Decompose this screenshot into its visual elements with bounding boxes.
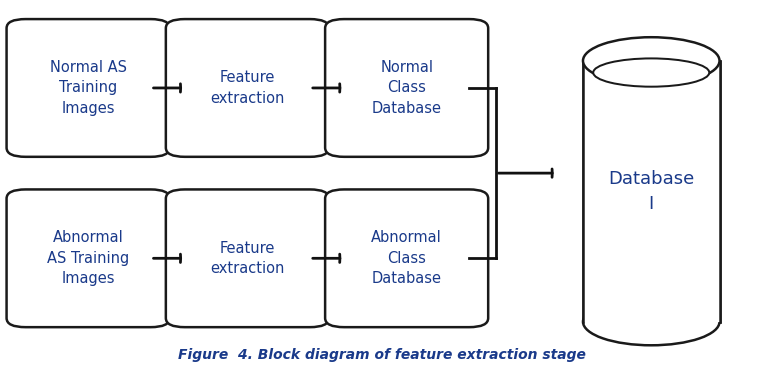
Text: Normal AS
Training
Images: Normal AS Training Images (50, 60, 127, 116)
Text: Database
I: Database I (608, 170, 694, 213)
Text: Normal
Class
Database: Normal Class Database (371, 60, 442, 116)
Bar (583, 61, 720, 322)
Ellipse shape (583, 298, 720, 345)
FancyBboxPatch shape (325, 190, 488, 327)
FancyBboxPatch shape (7, 190, 170, 327)
Text: Feature
extraction: Feature extraction (210, 70, 284, 106)
FancyBboxPatch shape (166, 19, 329, 157)
Text: Abnormal
AS Training
Images: Abnormal AS Training Images (47, 230, 129, 286)
FancyBboxPatch shape (166, 190, 329, 327)
Text: Abnormal
Class
Database: Abnormal Class Database (371, 230, 442, 286)
Ellipse shape (593, 59, 709, 87)
Text: Figure  4. Block diagram of feature extraction stage: Figure 4. Block diagram of feature extra… (178, 348, 586, 362)
Text: Feature
extraction: Feature extraction (210, 241, 284, 276)
Ellipse shape (583, 37, 720, 84)
FancyBboxPatch shape (325, 19, 488, 157)
FancyBboxPatch shape (7, 19, 170, 157)
